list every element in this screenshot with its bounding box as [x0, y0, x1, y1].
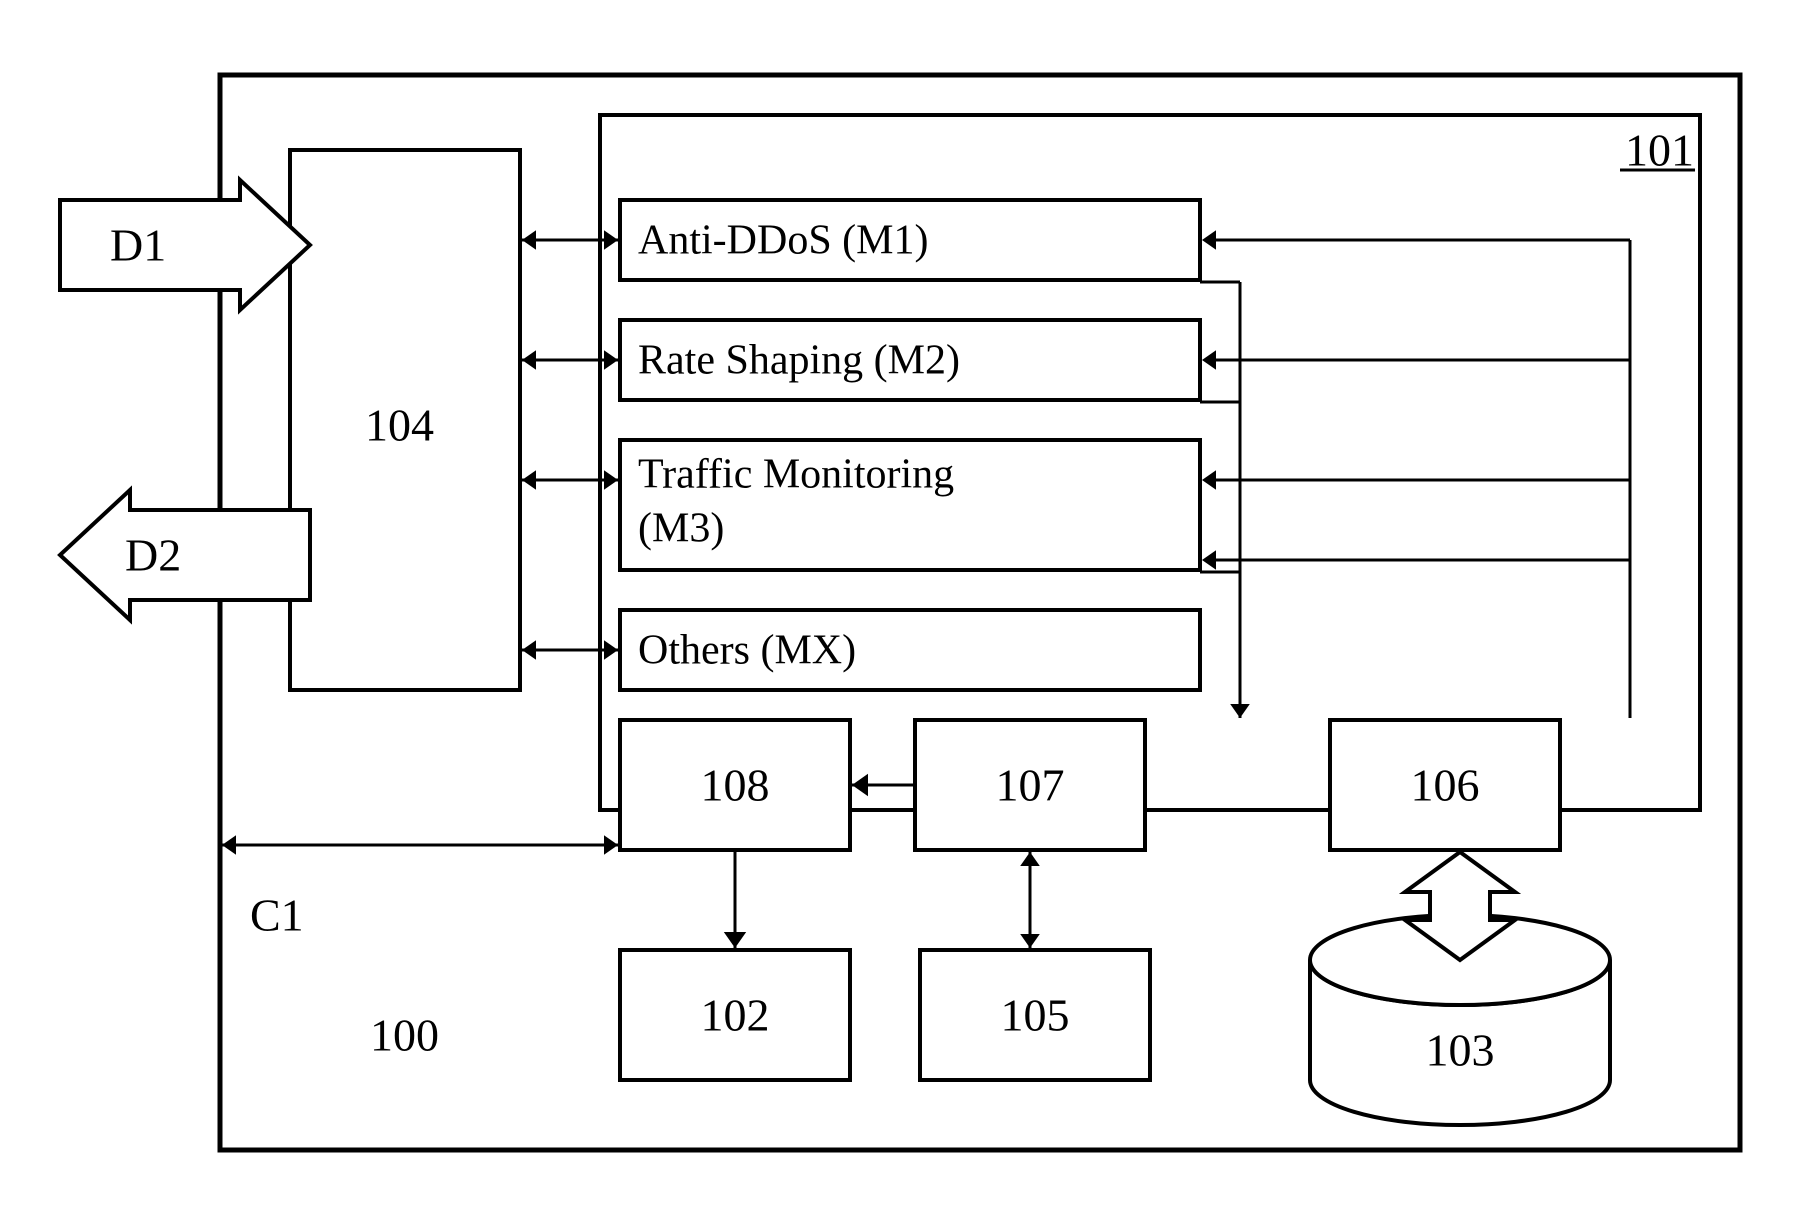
- module-text-m3-2: (M3): [638, 506, 724, 552]
- label-108: 108: [701, 760, 770, 811]
- label-107: 107: [996, 760, 1065, 811]
- label-102: 102: [701, 990, 770, 1041]
- module-text-mx: Others (MX): [638, 628, 856, 674]
- module-text-m3-1: Traffic Monitoring: [638, 452, 954, 498]
- label-101: 101: [1625, 125, 1694, 176]
- label-103: 103: [1426, 1025, 1495, 1076]
- label-100: 100: [370, 1010, 439, 1061]
- block-arrow-d2: [60, 490, 310, 620]
- module-text-m2: Rate Shaping (M2): [638, 338, 960, 384]
- label-106: 106: [1411, 760, 1480, 811]
- module-text-m1: Anti-DDoS (M1): [638, 218, 929, 264]
- label-105: 105: [1001, 990, 1070, 1041]
- label-d2: D2: [125, 530, 181, 581]
- label-c1: C1: [250, 890, 304, 941]
- label-104: 104: [365, 400, 434, 451]
- label-d1: D1: [110, 220, 166, 271]
